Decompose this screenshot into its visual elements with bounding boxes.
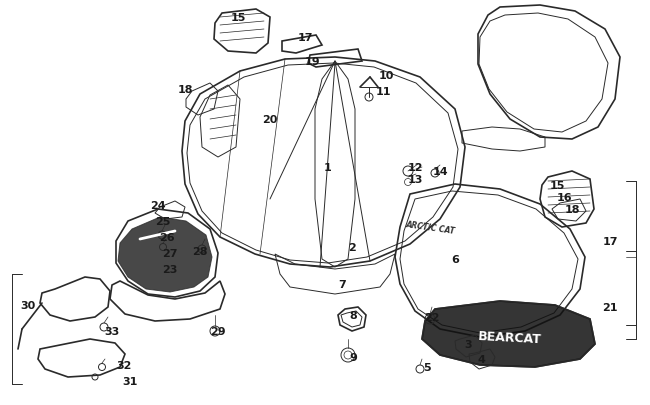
Text: 12: 12: [408, 162, 422, 173]
Text: 10: 10: [378, 71, 394, 81]
Text: 2: 2: [348, 243, 356, 252]
Text: 13: 13: [408, 175, 422, 185]
Text: 29: 29: [210, 326, 226, 336]
Text: 33: 33: [105, 326, 120, 336]
Text: 30: 30: [20, 300, 36, 310]
Text: 15: 15: [549, 181, 565, 190]
Polygon shape: [118, 217, 212, 292]
Text: 15: 15: [230, 13, 246, 23]
Text: 18: 18: [564, 205, 580, 215]
Text: 1: 1: [324, 162, 332, 173]
Text: 3: 3: [464, 339, 472, 349]
Text: 26: 26: [159, 232, 175, 243]
Text: 31: 31: [122, 376, 138, 386]
Text: 28: 28: [192, 246, 208, 256]
Text: 18: 18: [177, 85, 193, 95]
Text: 5: 5: [423, 362, 431, 372]
Text: 21: 21: [603, 302, 618, 312]
Text: 16: 16: [557, 192, 573, 202]
Text: 20: 20: [263, 115, 278, 125]
Text: 8: 8: [349, 310, 357, 320]
Text: BEARCAT: BEARCAT: [478, 329, 542, 345]
Text: 6: 6: [451, 254, 459, 264]
Polygon shape: [422, 301, 595, 367]
Text: 17: 17: [603, 237, 618, 246]
Text: 11: 11: [375, 87, 391, 97]
Text: 24: 24: [150, 200, 166, 211]
Text: ARCTIC CAT: ARCTIC CAT: [405, 220, 455, 235]
Text: 17: 17: [297, 33, 313, 43]
Text: 4: 4: [477, 354, 485, 364]
Text: 22: 22: [424, 312, 440, 322]
Text: 19: 19: [304, 57, 320, 67]
Text: 27: 27: [162, 248, 177, 258]
Text: 14: 14: [433, 166, 448, 177]
Text: 23: 23: [162, 264, 177, 274]
Text: 32: 32: [116, 360, 132, 370]
Text: 25: 25: [155, 216, 171, 226]
Text: 7: 7: [338, 279, 346, 289]
Text: 9: 9: [349, 352, 357, 362]
